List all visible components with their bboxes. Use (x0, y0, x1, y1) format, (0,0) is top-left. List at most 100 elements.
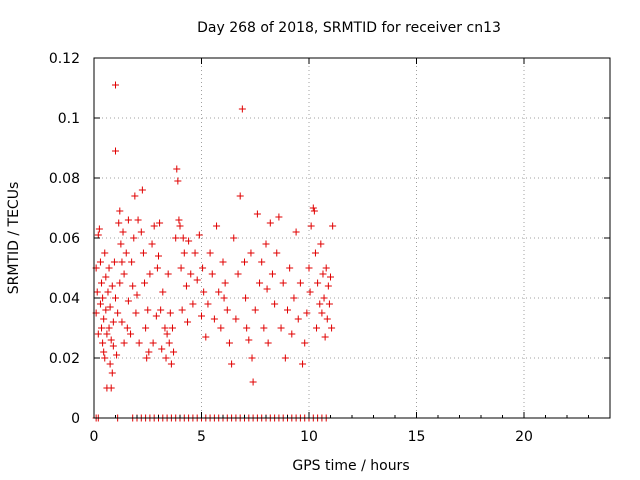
data-point (110, 258, 118, 266)
data-point (133, 291, 141, 299)
data-point (305, 264, 313, 272)
data-point (221, 279, 229, 287)
data-point (96, 258, 104, 266)
data-point (299, 360, 307, 368)
data-point (102, 306, 110, 314)
data-point (118, 258, 126, 266)
data-point (116, 279, 124, 287)
data-point (118, 318, 126, 326)
data-point (116, 207, 124, 215)
data-point (311, 249, 319, 257)
data-point (258, 258, 266, 266)
data-point (279, 279, 287, 287)
data-point (112, 147, 119, 155)
data-point (175, 216, 183, 224)
data-point (191, 249, 199, 257)
data-point (309, 204, 317, 212)
data-point (180, 249, 188, 257)
data-point (206, 249, 214, 257)
data-point (155, 252, 162, 260)
data-point (271, 300, 279, 308)
data-point (131, 192, 139, 200)
data-point (102, 273, 110, 281)
data-point (101, 249, 109, 257)
data-point (142, 324, 150, 332)
data-point (94, 231, 102, 239)
data-point (99, 339, 107, 347)
data-point (168, 324, 176, 332)
data-point (225, 339, 233, 347)
data-point (106, 360, 114, 368)
data-point (245, 336, 253, 344)
data-point (165, 339, 173, 347)
data-point (256, 279, 264, 287)
data-point (124, 297, 132, 305)
data-point (150, 222, 158, 230)
data-point (316, 300, 324, 308)
data-point (164, 270, 172, 278)
data-point (275, 213, 283, 221)
data-point (236, 192, 244, 200)
data-point (234, 270, 242, 278)
data-point (260, 324, 268, 332)
data-point (115, 219, 123, 227)
data-point (220, 294, 228, 302)
data-point (223, 306, 231, 314)
data-point (294, 315, 302, 323)
data-point (98, 279, 106, 287)
data-point (185, 237, 193, 245)
data-point (277, 324, 285, 332)
data-point (166, 309, 174, 317)
data-point (107, 384, 115, 392)
data-point (179, 234, 187, 242)
data-point (153, 264, 161, 272)
axis-ticks: 0 5 10 15 20 0 0.02 0.04 0.06 0.08 0.1 0.12 (49, 51, 610, 445)
data-point (307, 222, 315, 230)
data-point (230, 234, 238, 242)
data-point (313, 324, 321, 332)
data-point (120, 270, 128, 278)
y-tick-label: 0.02 (49, 351, 80, 367)
data-point (120, 339, 128, 347)
data-point (321, 333, 329, 341)
data-point (96, 300, 104, 308)
data-point (163, 330, 171, 338)
data-point (310, 207, 318, 215)
data-point (242, 294, 250, 302)
data-point (318, 309, 326, 317)
data-point (296, 279, 304, 287)
data-point (173, 165, 181, 173)
data-point (146, 270, 154, 278)
data-point (117, 240, 125, 248)
data-point (132, 309, 140, 317)
data-point (219, 258, 227, 266)
data-point (187, 270, 195, 278)
data-point (114, 309, 122, 317)
data-point (253, 210, 261, 218)
x-tick-label: 5 (197, 429, 206, 445)
grid (94, 58, 610, 418)
data-point (202, 333, 210, 341)
data-point (329, 222, 337, 230)
data-point (124, 216, 132, 224)
chart-title: Day 268 of 2018, SRMTID for receiver cn1… (197, 20, 501, 36)
data-point (322, 264, 330, 272)
data-point (232, 315, 240, 323)
data-point (328, 324, 336, 332)
data-point (108, 282, 116, 290)
data-point (215, 288, 223, 296)
data-point (143, 354, 151, 362)
data-point (108, 369, 116, 377)
data-point (158, 345, 166, 353)
data-point (135, 339, 143, 347)
data-point (167, 360, 175, 368)
data-point (93, 288, 101, 296)
data-point (189, 300, 197, 308)
data-point (228, 360, 236, 368)
data-point (105, 324, 113, 332)
data-point (100, 348, 108, 356)
data-point (144, 306, 152, 314)
data-point (128, 258, 136, 266)
data-point (174, 177, 182, 185)
